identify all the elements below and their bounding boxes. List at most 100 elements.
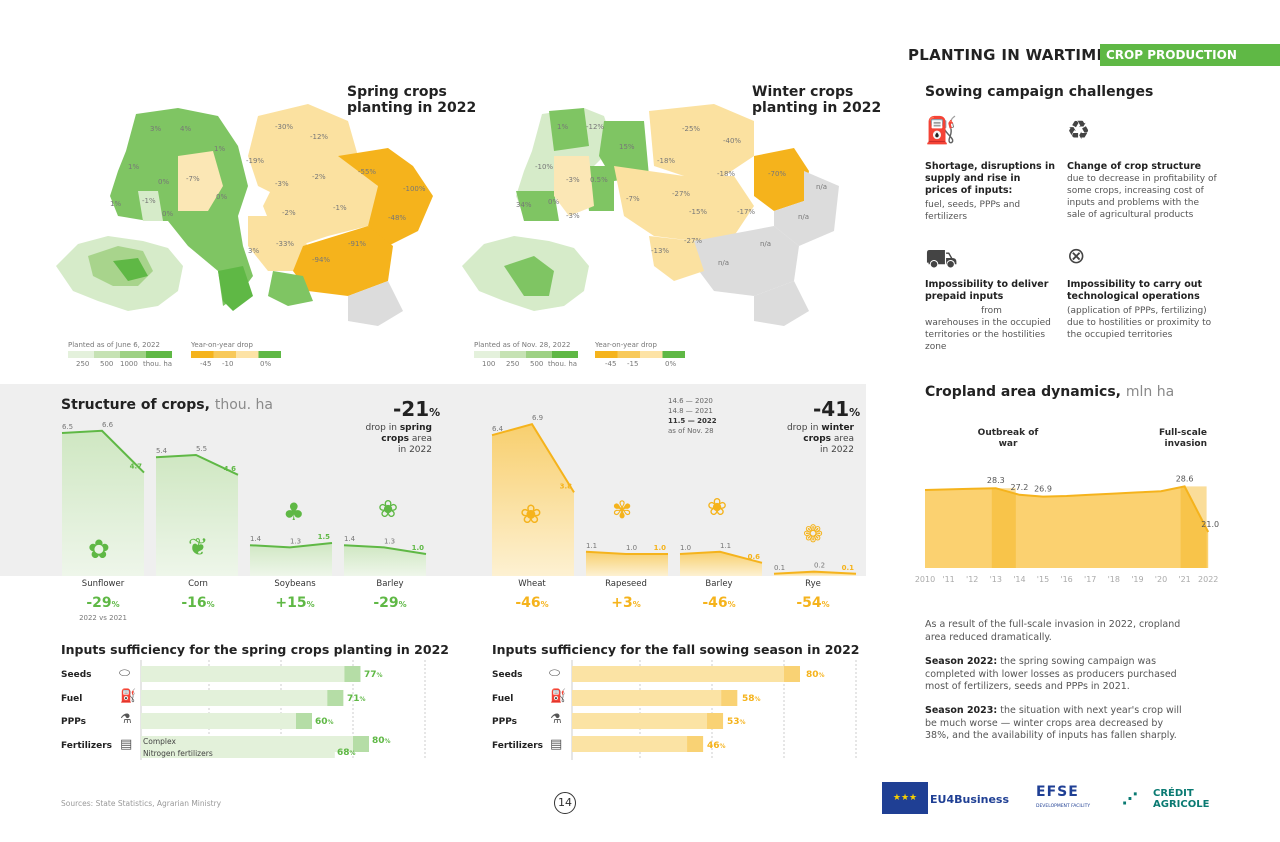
spring-map-label: -48% <box>388 214 407 222</box>
crop-value-label: 6.4 <box>492 425 504 433</box>
cropland-value-label: 28.3 <box>987 476 1005 485</box>
spring-map-label: 3% <box>248 247 260 255</box>
winter-legend-left-scale <box>474 351 578 358</box>
cropland-x-tick: '19 <box>1131 575 1143 584</box>
winter-legend-right-title: Year-on-year drop <box>595 341 657 349</box>
crop-value-label: 0.6 <box>748 553 761 561</box>
cropland-chart: 2010 '11 '12 '13 '14 '15 '16 '17 '18 '19 '20 '21 202… <box>915 474 1219 584</box>
input-value-nitrogen: 68% <box>337 748 356 758</box>
winter-map-label: -27% <box>672 190 691 198</box>
cropland-x-tick: '16 <box>1060 575 1072 584</box>
crop-label: Barley <box>376 579 404 589</box>
cropland-value-label: 21.0 <box>1201 520 1219 529</box>
winter-legend-tick: 0% <box>665 360 677 368</box>
input-label: Seeds <box>61 670 92 680</box>
crop-label: Rye <box>805 579 821 589</box>
soybean-icon: ♣ <box>283 498 305 526</box>
spring-map-label: -100% <box>403 185 426 193</box>
crop-line <box>585 550 668 555</box>
winter-map-title: Winter crops planting in 2022 <box>752 84 882 116</box>
rapeseed-icon: ✾ <box>612 496 633 524</box>
crop-value-label: 1.1 <box>586 542 597 550</box>
cropland-line <box>924 485 1210 533</box>
crop-label: Wheat <box>518 579 546 589</box>
crop-line <box>249 542 333 549</box>
summary-p3: Season 2023: the situation with next yea… <box>925 705 1182 741</box>
crop-area <box>62 430 144 576</box>
crop-value-label: 1.0 <box>654 544 667 552</box>
spring-drop-text: drop in spring crops area in 2022 <box>365 423 432 455</box>
winter-map-label: -17% <box>737 208 756 216</box>
input-value: 60% <box>315 717 334 727</box>
spring-map-label: 0% <box>162 210 174 218</box>
cropland-x-tick: '13 <box>990 575 1002 584</box>
winter-map-label: -70% <box>768 170 787 178</box>
input-bar-tip <box>353 736 369 752</box>
crop-value-label: 5.4 <box>156 447 168 455</box>
cropland-title: Cropland area dynamics, mln ha <box>925 384 1175 400</box>
cropland-x-tick: '14 <box>1013 575 1025 584</box>
fuel-icon: ⛽ <box>550 689 567 704</box>
input-label: Seeds <box>492 670 523 680</box>
input-bar <box>141 713 312 729</box>
cropland-value-label: 27.2 <box>1010 483 1028 492</box>
cropland-area <box>925 486 1209 568</box>
spring-legend-tick: 1000 <box>120 360 138 368</box>
input-value: 53% <box>727 717 746 727</box>
winter-legend-left-title: Planted as of Nov. 28, 2022 <box>474 341 571 349</box>
spring-map-label: 0% <box>158 178 170 186</box>
spring-map-label: -2% <box>282 209 296 217</box>
spring-legend-right-scale <box>191 351 281 358</box>
spring-map-label: -19% <box>246 157 265 165</box>
crop-line <box>155 453 239 476</box>
spring-map-label: -94% <box>312 256 331 264</box>
winter-map-label: 34% <box>516 201 532 209</box>
seeds-icon: ⬭ <box>119 666 131 681</box>
input-value: 71% <box>347 694 366 704</box>
winter-map-label: -27% <box>684 237 703 245</box>
credit-agricole-logo: CRÉDIT AGRICOLE <box>1153 788 1210 810</box>
rye-icon: ❁ <box>803 520 824 548</box>
crop-change: -16% <box>181 595 215 611</box>
page-number: 14 <box>554 792 576 814</box>
cropland-x-tick: '11 <box>942 575 954 584</box>
winter-map-label: n/a <box>816 183 828 191</box>
ppp-flask-icon: ⚗ <box>120 712 132 727</box>
structure-title: Structure of crops, thou. ha <box>61 397 273 413</box>
field-blocked-icon: ⊗ <box>1067 244 1086 269</box>
spring-legend-left-scale <box>68 351 172 358</box>
crop-change: +3% <box>611 595 641 611</box>
winter-map-label: -25% <box>682 125 701 133</box>
input-value: 80% <box>806 670 825 680</box>
crop-value-label: 4.7 <box>130 463 143 471</box>
spring-map-label: -2% <box>312 173 326 181</box>
fuel-canister-icon: ⛽ <box>925 116 958 146</box>
challenges-title: Sowing campaign challenges <box>925 84 1154 100</box>
spring-map-label: 1% <box>128 163 140 171</box>
input-label: PPPs <box>61 717 86 727</box>
ppp-flask-icon: ⚗ <box>550 712 562 727</box>
challenge-4-title: Impossibility to carry out technological… <box>1067 279 1203 302</box>
winter-map-label: -18% <box>657 157 676 165</box>
winter-map-label: -13% <box>651 247 670 255</box>
spring-map-label: -33% <box>276 240 295 248</box>
cropland-x-tick: '20 <box>1155 575 1167 584</box>
wheat-icon: ❀ <box>520 500 542 530</box>
section-tag: CROP PRODUCTION <box>1106 48 1237 62</box>
winter-map-label: -18% <box>717 170 736 178</box>
cropland-x-tick: '17 <box>1084 575 1096 584</box>
crop-value-label: 3.8 <box>560 482 573 490</box>
input-bar <box>572 690 738 706</box>
marker-outbreak: Outbreak of war <box>977 428 1039 449</box>
winter-map-label: 1% <box>557 123 569 131</box>
section-tag-bg <box>1100 44 1280 66</box>
spring-map-label: 0% <box>216 193 228 201</box>
crop-area <box>156 455 238 576</box>
winter-map-label: 0.5% <box>590 176 608 184</box>
cropland-value-label: 26.9 <box>1034 485 1052 494</box>
spring-map-label: -1% <box>142 197 156 205</box>
crop-label: Sunflower <box>81 579 125 589</box>
crop-change: -46% <box>702 595 736 611</box>
fertilizer-icon: ▤ <box>550 737 563 752</box>
winter-legend-tick: 250 <box>506 360 520 368</box>
